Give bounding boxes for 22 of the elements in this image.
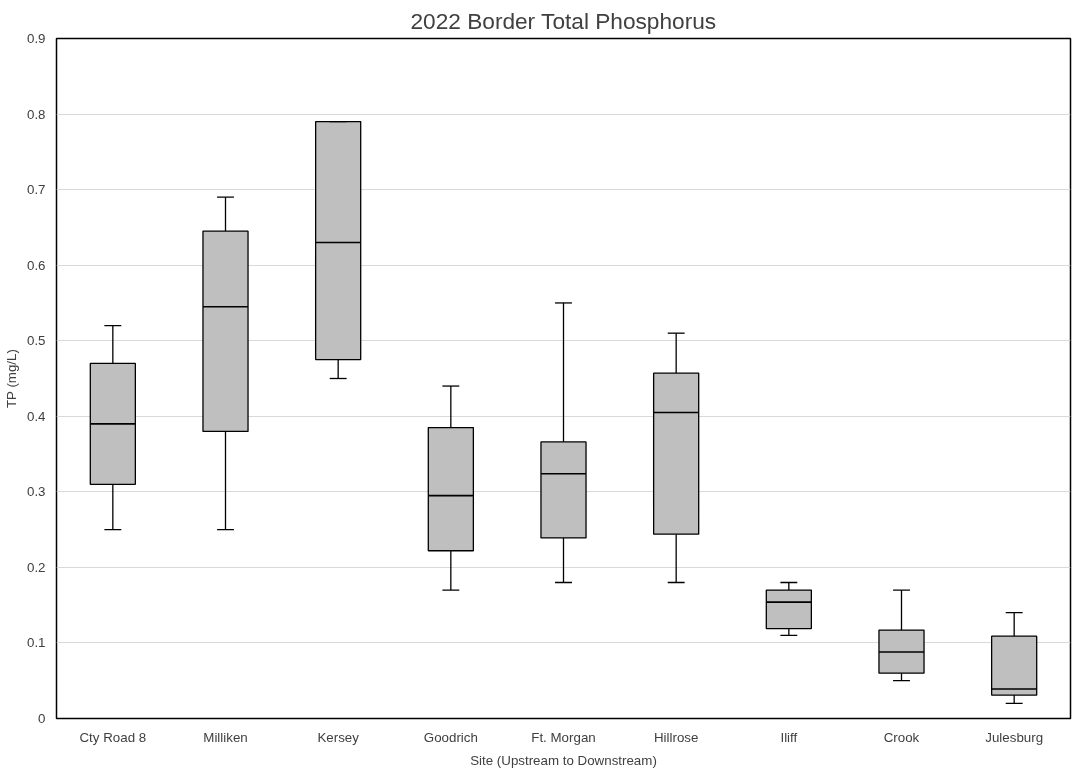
x-tick-label: Iliff <box>780 729 798 745</box>
chart-title: 2022 Border Total Phosphorus <box>410 7 717 34</box>
x-tick-label: Milliken <box>203 729 248 745</box>
y-tick-label: 0.3 <box>26 484 46 500</box>
y-tick-label: 0 <box>38 711 46 726</box>
y-axis-title: TP (mg/L) <box>3 349 19 409</box>
y-tick-label: 0.5 <box>26 333 46 349</box>
y-tick-label: 0.6 <box>26 257 46 273</box>
y-tick-label: 0.8 <box>26 106 46 122</box>
y-tick-label: 0.7 <box>26 182 46 198</box>
x-tick-label: Julesburg <box>985 729 1044 745</box>
x-tick-label: Hillrose <box>653 729 699 745</box>
x-tick-label: Cty Road 8 <box>79 729 147 745</box>
y-tick-label: 0.4 <box>26 408 47 424</box>
x-tick-label: Ft. Morgan <box>531 729 596 745</box>
y-tick-label: 0.2 <box>26 559 46 575</box>
x-tick-label: Crook <box>883 729 920 745</box>
y-tick-label: 0.9 <box>26 31 46 46</box>
x-tick-label: Kersey <box>317 729 360 745</box>
x-axis-title: Site (Upstream to Downstream) <box>470 752 657 768</box>
y-tick-label: 0.1 <box>26 635 46 651</box>
x-tick-label: Goodrich <box>423 729 478 745</box>
